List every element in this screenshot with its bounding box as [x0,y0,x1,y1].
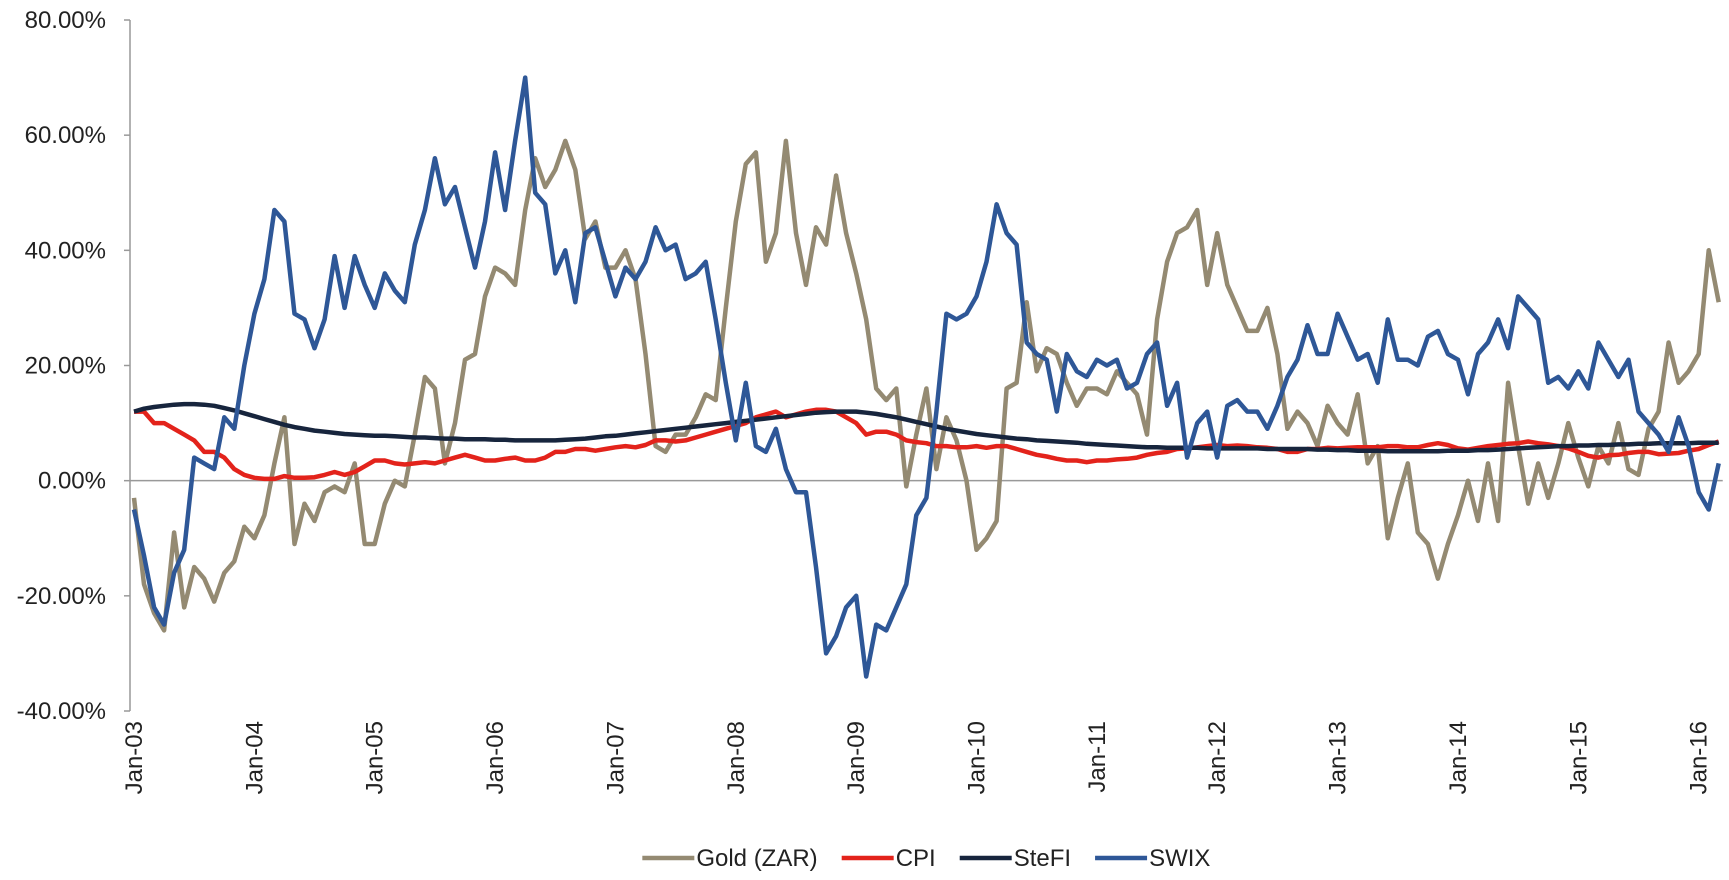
series-line [131,138,1721,633]
y-tick-label: 20.00% [25,353,106,380]
x-tick-label: Jan-06 [482,721,509,794]
series-line [133,401,1719,454]
x-tick-label: Jan-15 [1565,721,1592,794]
y-tick-label: 0.00% [38,468,106,495]
legend-label: Gold (ZAR) [696,845,817,872]
series-line [131,75,1721,679]
x-tick-label: Jan-03 [121,721,148,794]
x-tick-label: Jan-04 [241,721,268,794]
x-tick-label: Jan-14 [1445,721,1472,794]
x-tick-label: Jan-13 [1325,721,1352,794]
legend-label: CPI [896,845,936,872]
legend: Gold (ZAR) CPI SteFI SWIX [642,845,1210,872]
y-tick-label: 40.00% [25,237,106,264]
y-tick-label: -40.00% [17,698,106,725]
x-tick-label: Jan-10 [964,721,991,794]
y-tick-label: 80.00% [25,7,106,34]
x-tick-label: Jan-16 [1686,721,1713,794]
x-tick-label: Jan-12 [1204,721,1231,794]
y-tick-label: -20.00% [17,583,106,610]
x-tick-label: Jan-05 [362,721,389,794]
legend-label: SteFI [1014,845,1071,872]
x-tick-label: Jan-08 [723,721,750,794]
x-tick-label: Jan-07 [602,721,629,794]
legend-label: SWIX [1149,845,1210,872]
x-tick-label: Jan-11 [1084,721,1111,793]
x-tick-label: Jan-09 [843,721,870,794]
series-line [134,407,1720,482]
y-tick-label: 60.00% [25,122,106,149]
